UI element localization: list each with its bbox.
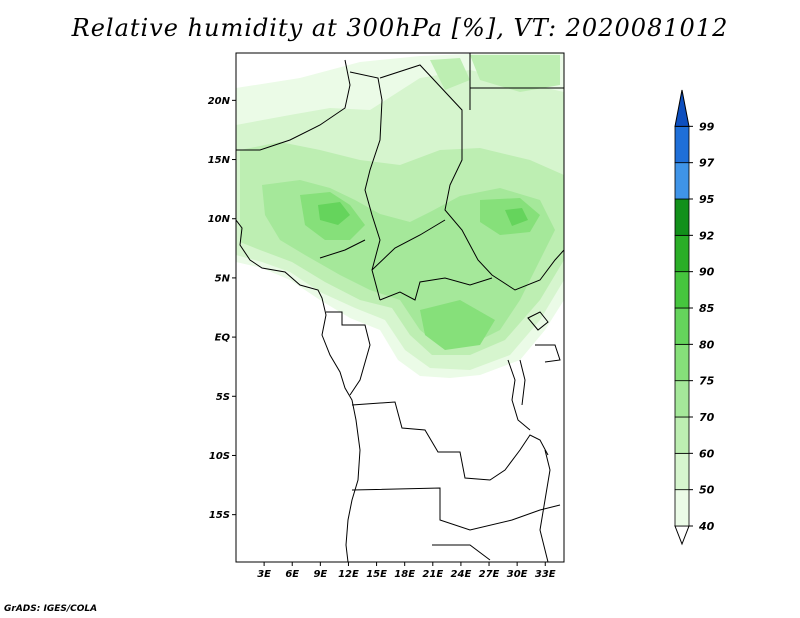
colorbar-label: 80 — [699, 338, 715, 351]
colorbar-label: 60 — [699, 447, 715, 460]
southern-borders — [432, 449, 551, 562]
humidity-band-80 — [318, 202, 528, 226]
map-frame — [235, 52, 565, 563]
chad-sudan-borders — [379, 53, 564, 291]
map-title: Relative humidity at 300hPa [%], VT: 202… — [71, 14, 729, 42]
lat-label: EQ — [215, 333, 231, 344]
colorbar-swatch — [674, 307, 690, 345]
colorbar-label: 40 — [698, 520, 715, 533]
lon-label: 18E — [394, 569, 415, 580]
lon-label: 27E — [479, 569, 500, 580]
colorbar-swatch — [674, 343, 690, 382]
lon-label: 6E — [285, 569, 299, 580]
lat-label: 15S — [209, 510, 230, 521]
lat-label: 15N — [208, 155, 231, 166]
colorbar-swatch — [674, 198, 690, 236]
colorbar-swatch — [674, 162, 690, 200]
lon-label: 15E — [366, 569, 387, 580]
colorbar-label: 99 — [699, 120, 715, 133]
lon-label: 24E — [451, 569, 472, 580]
colorbar-swatch — [674, 125, 690, 164]
lon-label: 12E — [338, 569, 359, 580]
latitude-axis: 20N 15N 10N 5N EQ 5S 10S 15S — [208, 96, 236, 521]
colorbar-swatch — [674, 489, 690, 527]
colorbar-swatch — [674, 234, 690, 273]
lon-label: 21E — [422, 569, 443, 580]
colorbar-label: 75 — [699, 375, 715, 388]
longitude-axis: 3E 6E 9E 12E 15E 18E 21E 24E 27E 30E 33E — [257, 562, 556, 580]
central-africa-borders — [319, 219, 493, 396]
lon-label: 3E — [257, 569, 271, 580]
lon-label: 33E — [535, 569, 556, 580]
colorbar-label: 70 — [699, 411, 715, 424]
lat-label: 5N — [215, 273, 231, 284]
coastlines-and-borders — [236, 53, 564, 562]
colorbar-label: 97 — [699, 157, 715, 170]
east-africa-lakes — [507, 311, 561, 431]
colorbar-over-triangle — [674, 89, 690, 127]
lon-label: 30E — [507, 569, 528, 580]
colorbar: 40 50 60 70 75 80 85 90 92 95 97 99 — [674, 89, 715, 546]
grads-credit: GrADS: IGES/COLA — [4, 604, 98, 614]
colorbar-swatch — [674, 452, 690, 491]
lat-label: 5S — [216, 392, 230, 403]
humidity-shading — [236, 53, 564, 378]
congo-angola-borders — [351, 401, 561, 531]
sahel-borders — [236, 59, 383, 301]
colorbar-label: 90 — [699, 266, 715, 279]
colorbar-swatch — [674, 271, 690, 309]
colorbar-label: 92 — [699, 229, 715, 242]
lat-label: 10N — [208, 214, 231, 225]
colorbar-swatch — [674, 380, 690, 418]
lon-label: 9E — [313, 569, 327, 580]
colorbar-swatch — [674, 416, 690, 454]
colorbar-label: 50 — [699, 484, 715, 497]
colorbar-label: 95 — [699, 193, 715, 206]
lat-label: 20N — [208, 96, 231, 107]
colorbar-label: 85 — [699, 302, 715, 315]
colorbar-under-triangle — [674, 525, 690, 546]
lat-label: 10S — [209, 451, 230, 462]
